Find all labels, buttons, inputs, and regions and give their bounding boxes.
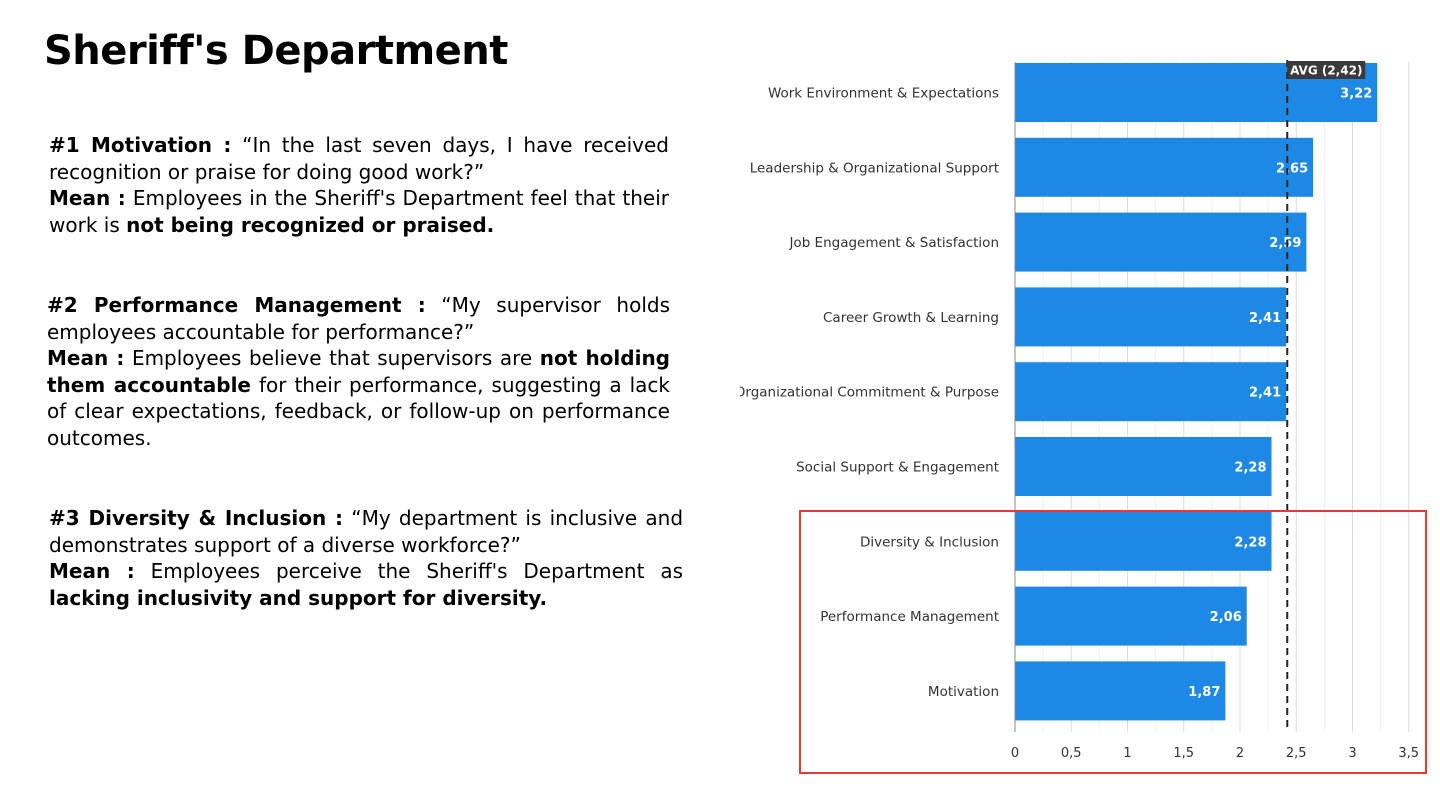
page-title: Sheriff's Department [44,28,508,74]
data-label: 2,41 [1249,311,1281,326]
bar [1015,137,1314,197]
data-label: 2,65 [1276,161,1308,176]
x-tick-label: 3,5 [1398,746,1419,761]
data-label: 3,22 [1340,87,1372,102]
bar [1015,661,1226,721]
mean-emphasis: not holding them accountable [47,346,670,397]
mean-text: Employees believe that supervisors are [131,346,533,370]
x-tick-label: 3 [1348,746,1356,761]
category-label: Work Environment & Expectations [768,86,999,102]
x-tick-label: 1 [1123,746,1131,761]
finding-heading: #2 Performance Management : [47,293,426,317]
mean-label: Mean : [47,346,125,370]
x-tick-label: 2,5 [1286,746,1307,761]
category-label: Performance Management [820,609,999,625]
mean-tail: for their performance, suggesting a lack… [47,372,671,450]
finding-performance-management: #2 Performance Management : “My supervis… [47,292,670,451]
category-label: Organizational Commitment & Purpose [740,385,999,401]
mean-text: Employees perceive the Sheriff's Departm… [150,559,684,583]
category-label: Leadership & Organizational Support [750,160,999,176]
bar [1015,362,1287,422]
data-label: 2,59 [1269,236,1301,251]
category-label: Diversity & Inclusion [860,534,999,550]
category-label: Career Growth & Learning [823,310,999,326]
mean-label: Mean : [49,186,126,210]
average-label-bg [1287,61,1366,79]
data-label: 2,06 [1210,610,1242,625]
bar [1015,586,1247,646]
finding-diversity-inclusion: #3 Diversity & Inclusion : “My departmen… [49,505,683,611]
bar-chart: Work Environment & Expectations 3,22 Leade… [740,60,1419,761]
finding-heading: #3 Diversity & Inclusion : [49,506,344,530]
category-label: Job Engagement & Satisfaction [788,235,999,251]
bar [1015,212,1307,272]
mean-emphasis: lacking inclusivity and support for dive… [49,585,548,610]
finding-question: “My supervisor holds employees accountab… [47,293,670,344]
finding-heading: #1 Motivation : [49,133,232,157]
highlight-box [799,510,1427,774]
x-tick-label: 2 [1236,746,1244,761]
data-label: 2,41 [1249,386,1281,401]
finding-question: “In the last seven days, I have received… [49,133,669,184]
finding-question: “My department is inclusive and demonstr… [49,506,684,557]
data-label: 1,87 [1188,685,1220,700]
average-label: AVG (2,42) [1290,64,1362,78]
x-tick-label: 0,5 [1061,746,1082,761]
category-label: Motivation [928,684,999,700]
bar [1015,511,1272,571]
data-label: 2,28 [1234,461,1266,476]
x-tick-label: 0 [1011,746,1019,761]
category-label: Social Support & Engagement [796,460,999,476]
bar [1015,287,1287,347]
bar [1015,437,1272,496]
mean-label: Mean : [49,559,135,583]
finding-motivation: #1 Motivation : “In the last seven days,… [49,132,669,238]
data-label: 2,28 [1234,535,1266,550]
mean-text: Employees in the Sheriff's Department fe… [49,186,669,237]
mean-emphasis: not being recognized or praised. [126,212,495,237]
x-tick-label: 1,5 [1173,746,1194,761]
